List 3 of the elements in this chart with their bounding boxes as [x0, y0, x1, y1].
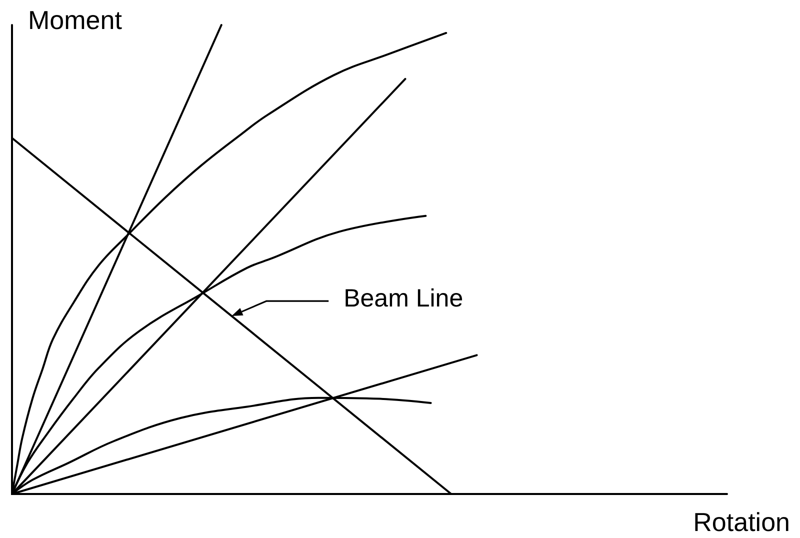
x-axis-title: Rotation — [693, 507, 790, 537]
legend-label: Beam Line — [344, 284, 464, 312]
y-axis-title: Moment — [28, 5, 123, 35]
